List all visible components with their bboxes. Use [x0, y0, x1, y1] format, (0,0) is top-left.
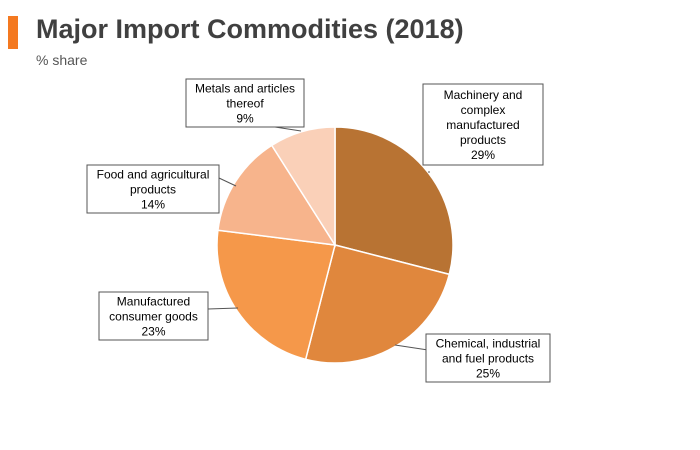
pie-slice-1: [334, 126, 454, 276]
slice-label: Machinery and complex manufactured products…: [444, 88, 523, 162]
chart-subtitle: % share: [36, 52, 88, 68]
slice-value-label: 25%: [476, 367, 500, 381]
slice-value-label: 9%: [236, 112, 254, 126]
slice-value-label: 29%: [471, 148, 495, 162]
callout-box: [425, 333, 551, 383]
leader-line-5: [274, 126, 302, 132]
callout-2: Chemical, industrial and fuel products 25%: [425, 333, 551, 383]
title-accent-bar: [8, 16, 18, 49]
callout-3: Manufactured consumer goods 23%: [98, 291, 209, 341]
pie-slice-2: [304, 244, 451, 364]
slice-callouts: Machinery and complex manufactured products…: [86, 78, 551, 383]
leader-line-3: [207, 307, 239, 310]
chart-title: Major Import Commodities (2018): [36, 14, 464, 44]
callout-box: [86, 164, 220, 214]
slice-value-label: 23%: [141, 325, 165, 339]
slice-label: Chemical, industrial and fuel products 25%: [436, 337, 541, 381]
slice-label: Food and agricultural products 14%: [97, 168, 210, 212]
callout-box: [185, 78, 305, 128]
pie-slices: [216, 126, 454, 364]
callout-box: [422, 83, 544, 166]
callout-box: [98, 291, 209, 341]
callout-1: Machinery and complex manufactured products…: [422, 83, 544, 166]
pie-slice-3: [216, 229, 336, 361]
pie-slice-5: [270, 126, 336, 248]
slice-label: Manufactured consumer goods 23%: [109, 295, 198, 339]
leader-line-4: [218, 177, 237, 187]
leader-line-2: [394, 344, 429, 351]
callout-4: Food and agricultural products 14%: [86, 164, 220, 214]
slice-value-label: 14%: [141, 198, 165, 212]
callout-5: Metals and articles thereof 9%: [185, 78, 305, 128]
leader-lines: [207, 126, 430, 351]
pie-slice-4: [217, 144, 337, 246]
slice-label: Metals and articles thereof 9%: [195, 82, 295, 126]
